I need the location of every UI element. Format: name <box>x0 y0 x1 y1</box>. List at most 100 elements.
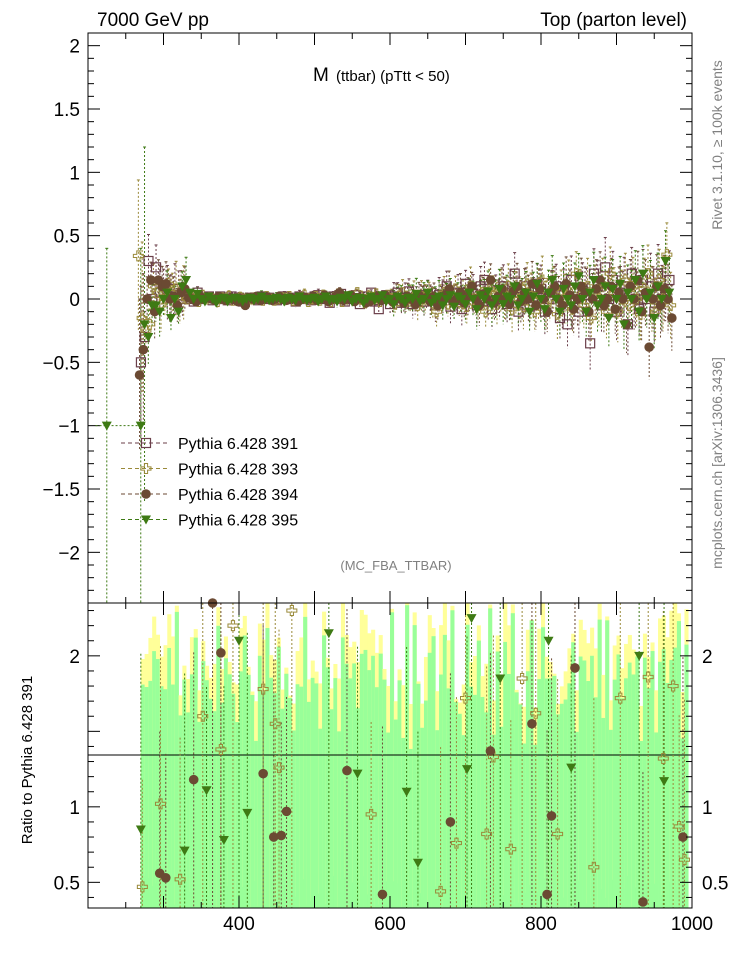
data-point <box>184 288 195 298</box>
data-point <box>604 268 616 280</box>
legend-marker <box>140 463 152 474</box>
x-tick-label: 1000 <box>671 914 713 935</box>
inner-band <box>265 628 270 908</box>
data-point <box>486 301 497 311</box>
data-point <box>150 262 162 273</box>
inner-band <box>186 712 191 908</box>
data-point <box>509 268 520 279</box>
inner-band <box>593 697 598 908</box>
inner-band <box>201 661 206 908</box>
inner-band <box>541 627 546 908</box>
data-point <box>517 295 528 304</box>
inner-band <box>446 688 451 908</box>
ratio-point <box>377 889 388 900</box>
inner-band <box>231 693 236 908</box>
ratio-point <box>257 683 269 695</box>
ratio-point <box>401 787 412 797</box>
legend-label: Pythia 6.428 394 <box>178 487 298 504</box>
inner-band <box>454 702 459 908</box>
data-point <box>645 288 656 298</box>
data-point <box>596 295 607 304</box>
inner-band <box>235 722 240 908</box>
x-tick-label: 800 <box>525 914 557 935</box>
data-point <box>611 295 622 304</box>
inner-band <box>401 737 406 908</box>
data-point <box>520 288 531 298</box>
ratio-point <box>542 889 552 900</box>
ratio-point <box>495 674 506 684</box>
inner-band <box>605 620 610 908</box>
ratio-point <box>269 718 281 730</box>
data-point <box>584 288 595 298</box>
y-tick-label-right: 0.5 <box>702 873 728 894</box>
data-point <box>607 284 618 294</box>
inner-band <box>559 703 564 908</box>
ratio-point <box>543 636 554 646</box>
inner-band <box>642 657 647 908</box>
data-point <box>161 279 171 289</box>
inner-band <box>635 656 640 908</box>
inner-band <box>578 656 583 908</box>
data-point <box>101 421 112 431</box>
inner-band <box>208 698 213 908</box>
inner-band <box>590 655 595 908</box>
inner-band <box>627 662 632 908</box>
inner-band <box>310 677 315 908</box>
ratio-point <box>460 692 471 704</box>
data-point <box>591 284 602 294</box>
inner-band <box>533 744 538 908</box>
data-point <box>513 301 524 311</box>
ratio-point <box>552 828 564 840</box>
inner-band <box>269 677 274 908</box>
data-point <box>664 288 675 298</box>
ratio-point <box>281 806 292 817</box>
inner-band <box>291 730 296 908</box>
inner-band <box>620 698 625 908</box>
ratio-point <box>485 746 496 756</box>
ratio-point <box>530 707 542 719</box>
data-point <box>169 295 180 304</box>
inner-band <box>378 653 383 908</box>
data-point <box>480 306 492 318</box>
data-point <box>135 421 146 431</box>
analysis-tag: (MC_FBA_TTBAR) <box>340 558 451 573</box>
data-point <box>490 295 501 304</box>
data-point <box>637 269 648 279</box>
data-point <box>588 276 599 285</box>
ratio-point <box>657 753 669 765</box>
y-tick-label: −1 <box>58 417 80 438</box>
inner-band <box>669 659 674 908</box>
ratio-tick-labels: 400 600 800 1000 2 2 1 1 0.5 0.5 <box>54 647 729 935</box>
data-point <box>622 288 633 298</box>
inner-band <box>356 708 361 908</box>
data-point <box>505 295 516 304</box>
inner-band <box>299 686 304 908</box>
inner-band <box>420 727 425 908</box>
inner-band <box>152 651 157 908</box>
legend-label: Pythia 6.428 395 <box>178 513 298 530</box>
ratio-point <box>570 663 580 673</box>
x-tick-label: 400 <box>223 914 255 935</box>
inner-band <box>189 674 194 908</box>
inner-band <box>318 728 323 908</box>
ratio-point <box>197 710 209 722</box>
ratio-point <box>342 765 352 776</box>
data-point <box>377 291 388 301</box>
ratio-point <box>642 671 654 683</box>
data-point <box>569 282 580 292</box>
data-point <box>528 292 539 302</box>
data-point <box>151 287 163 299</box>
inner-band <box>423 700 429 908</box>
data-point <box>460 300 471 310</box>
data-point <box>483 283 495 295</box>
data-point <box>158 295 169 304</box>
data-point <box>464 288 475 298</box>
data-point <box>603 314 614 323</box>
data-point <box>581 307 592 317</box>
ratio-point <box>365 808 377 820</box>
inner-band <box>461 735 466 908</box>
inner-band <box>397 680 402 908</box>
inner-band <box>473 694 478 908</box>
data-point <box>445 291 456 301</box>
